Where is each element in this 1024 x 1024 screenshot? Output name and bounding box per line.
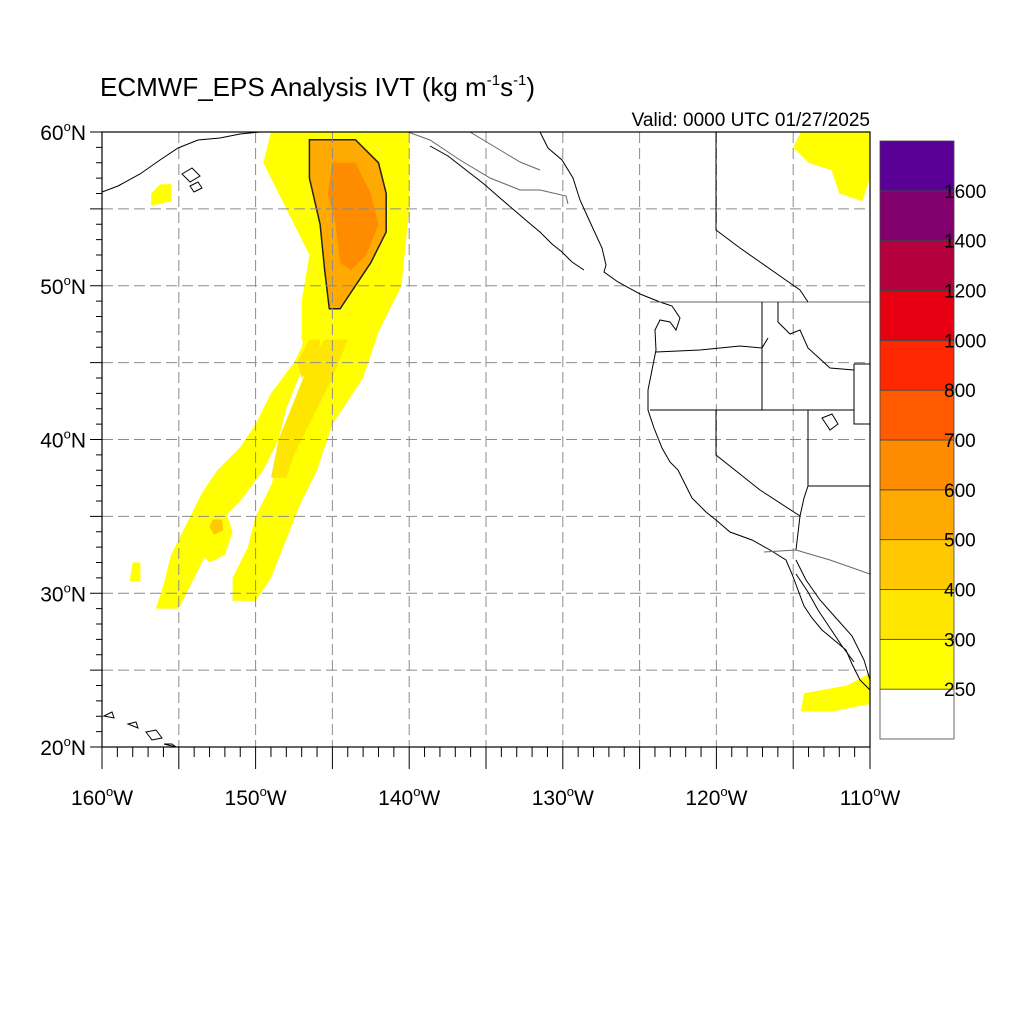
west-coast-coastline [539, 132, 870, 691]
colorbar-label-800: 800 [944, 381, 976, 402]
hawaii-islands [102, 711, 177, 747]
ivt-region-baja-patch [800, 673, 870, 712]
title-exponent-1: -1 [486, 72, 501, 89]
colorbar-swatch [879, 339, 955, 391]
colorbar-swatch [879, 240, 955, 291]
ivt-region-west-small-patch-2 [129, 562, 141, 581]
bc-panhandle-border [469, 132, 541, 171]
colorbar-label-700: 700 [944, 431, 976, 452]
lat-label-40: 40oN [40, 427, 86, 453]
colorbar-swatch [879, 638, 955, 690]
washington-oregon-border [655, 337, 769, 353]
coastlines-and-borders [102, 132, 870, 747]
lon-label-160: 160oW [71, 784, 133, 810]
idaho-montana-border [777, 302, 855, 371]
colorbar-swatch [879, 140, 955, 192]
montana-wyoming-border [853, 363, 870, 425]
ivt-region-river-main-inner [271, 339, 348, 478]
sonora-coast [795, 559, 870, 681]
ivt-field-layer [129, 132, 870, 712]
colorbar-swatch [879, 290, 955, 341]
colorbar-swatch [879, 589, 955, 640]
lon-label-110: 110oW [840, 784, 901, 810]
lon-label-130: 130oW [532, 784, 594, 810]
ivt-region-north-head-level5 [327, 162, 379, 271]
colorbar-swatch [879, 489, 955, 541]
colorbar-label-500: 500 [944, 531, 976, 552]
lat-label-20: 20oN [40, 734, 86, 760]
ivt-region-ne-corner-patch [793, 132, 870, 202]
ivt-contour-line [308, 138, 387, 310]
ivt-region-river-sw-core [209, 519, 224, 535]
alaska-coastline [102, 132, 261, 193]
ivt-region-river-main-body [232, 331, 379, 601]
title-main: ECMWF_EPS Analysis IVT (kg m [100, 72, 487, 102]
lon-label-150: 150oW [225, 784, 287, 810]
alberta-bc-border [715, 132, 809, 303]
colorbar-swatch [879, 389, 955, 441]
great-salt-lake [821, 413, 839, 431]
lat-label-30: 30oN [40, 580, 86, 606]
ivt-region-west-small-patch-1 [151, 184, 172, 206]
title-exponent-2: -1 [513, 72, 527, 89]
lon-label-120: 120oW [685, 784, 747, 810]
valid-time-label: Valid: 0000 UTC 01/27/2025 [631, 110, 870, 131]
alaska-canada-border [407, 132, 569, 205]
lat-label-60: 60oN [40, 119, 86, 145]
lat-label-50: 50oN [40, 273, 86, 299]
utah-arizona-border [807, 410, 870, 487]
colorbar-label-1400: 1400 [944, 232, 986, 253]
colorbar-swatch [879, 190, 955, 242]
ivt-region-river-west-orange-core [297, 339, 321, 378]
colorbar-label-300: 300 [944, 630, 976, 651]
colorbar-label-1000: 1000 [944, 331, 986, 352]
arizona-west-border [795, 485, 809, 551]
us-mexico-border [763, 549, 870, 575]
colorbar-label-250: 250 [944, 680, 976, 701]
axis-ticks [90, 131, 871, 769]
alaska-panhandle-coast [429, 145, 585, 271]
baja-coast [795, 573, 855, 663]
colorbar-label-1600: 1600 [944, 182, 986, 203]
colorbar-swatch [879, 688, 955, 740]
colorbar-swatch [879, 539, 955, 590]
graticule-grid [102, 132, 870, 747]
colorbar-label-1200: 1200 [944, 282, 986, 303]
nevada-border [715, 410, 801, 517]
title-mid: s [500, 72, 514, 102]
lon-label-140: 140oW [378, 784, 440, 810]
colorbar-label-600: 600 [944, 481, 976, 502]
title-end: ) [526, 72, 536, 102]
colorbar-swatch [879, 439, 955, 491]
colorbar-label-400: 400 [944, 581, 976, 602]
map-title: ECMWF_EPS Analysis IVT (kg m-1s-1) [100, 72, 535, 103]
kodiak-islands [181, 167, 203, 193]
colorbar: 250 300 400 500 600 700 800 1000 1200 1400 1600 [879, 140, 986, 740]
axis-labels: 60oN 50oN 40oN 30oN 20oN 160oW 150oW 140oW 130oW… [40, 119, 900, 810]
ivt-600-contour-layer [308, 138, 387, 310]
